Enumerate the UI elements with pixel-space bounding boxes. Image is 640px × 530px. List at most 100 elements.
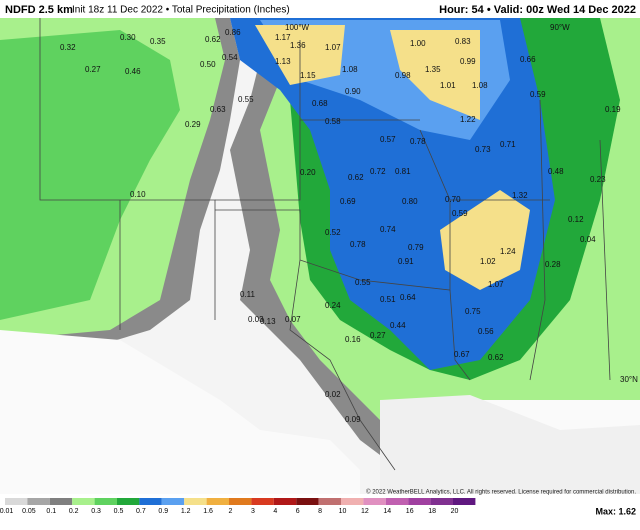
legend-label: 14 bbox=[383, 508, 391, 515]
precip-label: 0.62 bbox=[205, 35, 221, 44]
precip-label: 0.07 bbox=[285, 315, 301, 324]
header-bar bbox=[0, 0, 640, 18]
precip-label: 0.27 bbox=[370, 331, 386, 340]
map bbox=[0, 18, 640, 494]
precip-label: 1.08 bbox=[472, 81, 488, 90]
legend: 0.01 0.05 0.1 0.2 0.3 0.5 0.7 0.9 1.2 1.6 2 3 4 6 8 10 1… bbox=[0, 498, 476, 515]
precip-label: 0.11 bbox=[240, 290, 256, 299]
legend-swatch bbox=[139, 498, 162, 505]
precip-label: 0.30 bbox=[120, 33, 136, 42]
legend-swatch bbox=[5, 498, 28, 505]
precip-label: 0.55 bbox=[355, 278, 371, 287]
precip-label: 0.12 bbox=[568, 215, 584, 224]
precip-label: 0.04 bbox=[580, 235, 596, 244]
legend-swatch bbox=[94, 498, 117, 505]
precip-label: 0.66 bbox=[520, 55, 536, 64]
precip-label: 0.48 bbox=[548, 167, 564, 176]
precip-label: 0.81 bbox=[395, 167, 411, 176]
legend-label: 2 bbox=[229, 508, 233, 515]
precip-label: 0.68 bbox=[312, 99, 328, 108]
precip-label: 0.75 bbox=[465, 307, 481, 316]
precip-label: 0.35 bbox=[150, 37, 166, 46]
precip-label: 0.56 bbox=[478, 327, 494, 336]
precip-label: 1.07 bbox=[325, 43, 341, 52]
precip-label: 0.73 bbox=[475, 145, 491, 154]
legend-label: 8 bbox=[318, 508, 322, 515]
legend-label: 1.2 bbox=[181, 508, 191, 515]
legend-label: 0.7 bbox=[136, 508, 146, 515]
legend-label: 4 bbox=[273, 508, 277, 515]
precip-label: 0.55 bbox=[238, 95, 254, 104]
precip-label: 1.22 bbox=[460, 115, 476, 124]
legend-label: 18 bbox=[428, 508, 436, 515]
legend-label: 1.6 bbox=[203, 508, 213, 515]
precip-label: 0.72 bbox=[370, 167, 386, 176]
legend-label: 0.9 bbox=[158, 508, 168, 515]
legend-swatch bbox=[27, 498, 50, 505]
precip-label: 0.59 bbox=[530, 90, 546, 99]
precip-label: 0.27 bbox=[85, 65, 101, 74]
legend-swatch bbox=[229, 498, 252, 505]
precip-label: 0.19 bbox=[605, 105, 621, 114]
grid-label: 100°W bbox=[285, 23, 310, 32]
precip-label: 0.51 bbox=[380, 295, 396, 304]
precip-label: 0.83 bbox=[455, 37, 471, 46]
precip-label: 0.62 bbox=[348, 173, 364, 182]
legend-swatch bbox=[341, 498, 364, 505]
legend-label: 6 bbox=[296, 508, 300, 515]
precip-label: 0.57 bbox=[380, 135, 396, 144]
precip-label: 0.78 bbox=[350, 240, 366, 249]
precip-label: 1.13 bbox=[275, 57, 291, 66]
legend-label: 0.01 bbox=[0, 508, 13, 515]
precip-label: 1.01 bbox=[440, 81, 456, 90]
precip-label: 1.36 bbox=[290, 41, 306, 50]
legend-swatch bbox=[430, 498, 453, 505]
legend-swatch bbox=[453, 498, 476, 505]
legend-swatch bbox=[408, 498, 431, 505]
legend-label: 0.3 bbox=[91, 508, 101, 515]
precip-label: 0.67 bbox=[454, 350, 470, 359]
precip-label: 0.70 bbox=[445, 195, 461, 204]
precip-label: 0.23 bbox=[590, 175, 606, 184]
precip-label: 0.20 bbox=[300, 168, 316, 177]
precip-label: 0.98 bbox=[395, 71, 411, 80]
precip-label: 0.90 bbox=[345, 87, 361, 96]
map-labels: 100°W 90°W 30°N 0.32 0.30 0.35 0.27 0.46 0.62 0.8… bbox=[60, 23, 638, 424]
precip-top bbox=[390, 30, 480, 120]
precip-label: 0.62 bbox=[488, 353, 504, 362]
state-lines bbox=[39, 18, 611, 471]
precip-label: 0.78 bbox=[410, 137, 426, 146]
precip-label: 0.09 bbox=[345, 415, 361, 424]
legend-label: 20 bbox=[451, 508, 459, 515]
legend-swatch bbox=[318, 498, 341, 505]
valid-time: Hour: 54 • Valid: 00z Wed 14 Dec 2022 bbox=[439, 4, 636, 16]
precip-label: 0.10 bbox=[130, 190, 146, 199]
precip-label: 0.59 bbox=[452, 209, 468, 218]
precip-label: 1.08 bbox=[342, 65, 358, 74]
precip-label: 1.00 bbox=[410, 39, 426, 48]
precip-label: 0.80 bbox=[402, 197, 418, 206]
precip-label: 0.29 bbox=[185, 120, 201, 129]
precip-label: 0.52 bbox=[325, 228, 341, 237]
precip-label: 0.63 bbox=[210, 105, 226, 114]
precip-top bbox=[440, 190, 530, 290]
legend-swatch bbox=[273, 498, 297, 505]
gulf bbox=[380, 395, 640, 494]
legend-swatch bbox=[49, 498, 73, 505]
precip-label: 0.50 bbox=[200, 60, 216, 69]
precip-label: 0.03 bbox=[248, 315, 264, 324]
precip-label: 0.28 bbox=[545, 260, 561, 269]
precip-label: 1.02 bbox=[480, 257, 496, 266]
precip-label: 0.54 bbox=[222, 53, 238, 62]
legend-label: 0.05 bbox=[22, 508, 36, 515]
legend-swatch bbox=[385, 498, 409, 505]
precip-mid bbox=[0, 30, 180, 320]
max-value: Max: 1.62 bbox=[595, 506, 636, 516]
precip-label: 1.35 bbox=[425, 65, 441, 74]
precip-label: 0.79 bbox=[408, 243, 424, 252]
grid-label: 30°N bbox=[620, 375, 638, 384]
precip-label: 1.15 bbox=[300, 71, 316, 80]
legend-label: 0.5 bbox=[114, 508, 124, 515]
precip-label: 0.16 bbox=[345, 335, 361, 344]
